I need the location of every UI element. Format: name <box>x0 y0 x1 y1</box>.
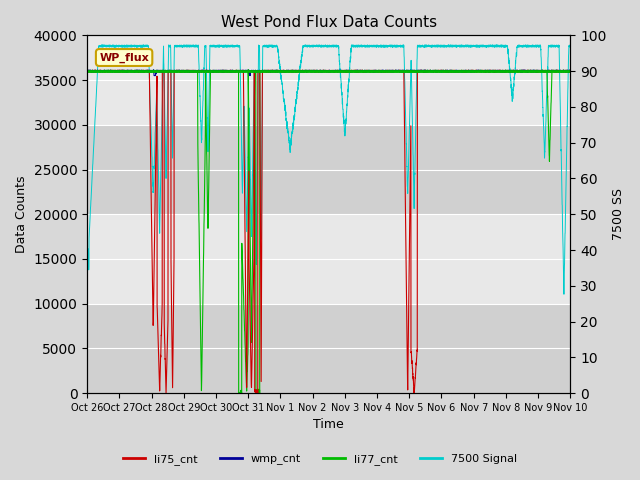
Bar <box>87 214 570 304</box>
Bar <box>87 125 570 214</box>
Legend: li75_cnt, wmp_cnt, li77_cnt, 7500 Signal: li75_cnt, wmp_cnt, li77_cnt, 7500 Signal <box>118 450 522 469</box>
Text: WP_flux: WP_flux <box>99 52 149 63</box>
Bar <box>87 36 570 125</box>
Y-axis label: 7500 SS: 7500 SS <box>612 188 625 240</box>
Y-axis label: Data Counts: Data Counts <box>15 176 28 253</box>
Bar <box>87 304 570 393</box>
Title: West Pond Flux Data Counts: West Pond Flux Data Counts <box>221 15 437 30</box>
X-axis label: Time: Time <box>314 419 344 432</box>
